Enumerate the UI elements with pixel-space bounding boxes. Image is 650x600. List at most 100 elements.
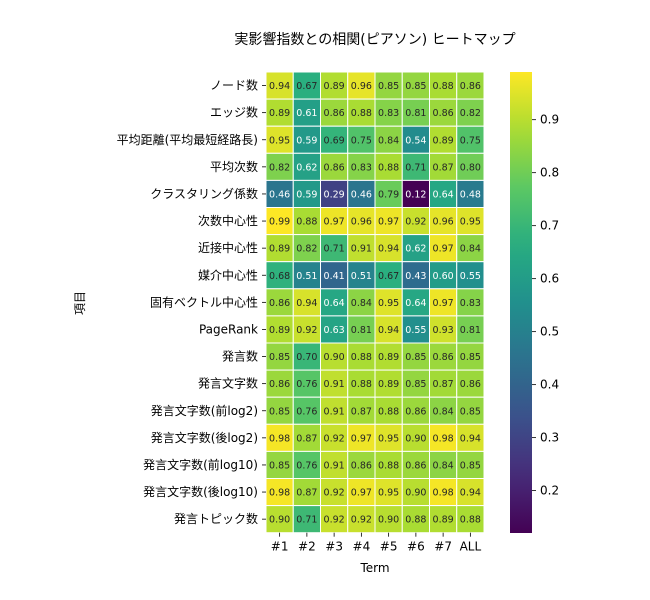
cell-value-label: 0.85: [460, 406, 481, 417]
cell-value-label: 0.99: [269, 217, 290, 228]
heatmap-cell: [347, 288, 376, 317]
heatmap-cell: [429, 396, 458, 425]
heatmap-cell: [292, 342, 321, 371]
heatmap-cell: [320, 234, 349, 263]
cell-value-label: 0.96: [351, 217, 372, 228]
cell-value-label: 0.75: [351, 135, 372, 146]
heatmap-cell: [429, 478, 458, 507]
heatmap-cell: [456, 396, 485, 425]
column-label: #6: [407, 540, 425, 554]
cell-value-label: 0.92: [324, 488, 345, 499]
cell-value-label: 0.90: [324, 352, 345, 363]
heatmap-cell: [401, 71, 430, 100]
cell-value-label: 0.97: [324, 217, 345, 228]
cell-value-label: 0.88: [378, 162, 399, 173]
colorbar-tick-label: 0.4: [540, 378, 559, 392]
cell-value-label: 0.69: [324, 135, 345, 146]
heatmap-cell: [320, 315, 349, 344]
heatmap-cell: [320, 152, 349, 181]
cell-value-label: 0.94: [378, 325, 399, 336]
colorbar-ticks: 0.2 0.3 0.4 0.5 0.6 0.7 0.8 0.9: [532, 113, 559, 498]
heatmap-cell: [456, 71, 485, 100]
cell-value-label: 0.87: [351, 406, 372, 417]
cell-value-label: 0.64: [324, 298, 345, 309]
heatmap-cell: [456, 207, 485, 236]
heatmap-cell: [320, 396, 349, 425]
colorbar-tick-label: 0.5: [540, 325, 559, 339]
cell-value-label: 0.94: [460, 488, 481, 499]
cell-value-label: 0.86: [324, 162, 345, 173]
cell-value-label: 0.83: [351, 162, 372, 173]
row-label: 発言文字数(後log10): [143, 484, 258, 499]
heatmap-cell: [374, 342, 403, 371]
cell-value-label: 0.92: [296, 325, 317, 336]
cell-value-label: 0.96: [433, 217, 454, 228]
cell-value-label: 0.64: [405, 298, 426, 309]
row-label: 平均距離(平均最短経路長): [117, 132, 258, 147]
cell-value-label: 0.88: [460, 515, 481, 526]
cell-value-label: 0.84: [460, 244, 481, 255]
cell-value-label: 0.86: [405, 460, 426, 471]
heatmap-cell: [265, 315, 294, 344]
cell-value-label: 0.85: [460, 460, 481, 471]
cell-value-label: 0.88: [351, 108, 372, 119]
heatmap-cell: [456, 125, 485, 154]
cell-value-label: 0.29: [324, 189, 345, 200]
heatmap-cell: [456, 450, 485, 479]
cell-value-label: 0.90: [269, 515, 290, 526]
cell-value-label: 0.85: [269, 460, 290, 471]
cell-value-label: 0.96: [351, 81, 372, 92]
cell-value-label: 0.88: [405, 515, 426, 526]
cell-value-label: 0.63: [324, 325, 345, 336]
cell-value-label: 0.70: [296, 352, 317, 363]
cell-value-label: 0.76: [296, 460, 317, 471]
cell-value-label: 0.97: [378, 217, 399, 228]
row-label: 平均次数: [210, 159, 258, 174]
cell-value-label: 0.61: [296, 108, 317, 119]
heatmap-cell: [347, 423, 376, 452]
cell-value-label: 0.95: [378, 488, 399, 499]
heatmap-cell: [401, 478, 430, 507]
cell-value-label: 0.87: [296, 433, 317, 444]
heatmap-cell: [347, 505, 376, 534]
row-label: 発言文字数: [198, 376, 258, 391]
cell-value-label: 0.85: [269, 352, 290, 363]
heatmap-cell: [401, 505, 430, 534]
row-label: 発言文字数(前log10): [143, 457, 258, 472]
cell-value-label: 0.85: [460, 352, 481, 363]
cell-value-label: 0.89: [269, 108, 290, 119]
cell-value-label: 0.67: [296, 81, 317, 92]
heatmap-cell: [429, 315, 458, 344]
cell-value-label: 0.82: [460, 108, 481, 119]
heatmap-cell: [292, 396, 321, 425]
cell-value-label: 0.92: [351, 515, 372, 526]
cell-value-label: 0.83: [460, 298, 481, 309]
cell-value-label: 0.89: [433, 515, 454, 526]
cell-value-label: 0.88: [296, 217, 317, 228]
cell-value-label: 0.89: [378, 379, 399, 390]
cell-value-label: 0.98: [433, 488, 454, 499]
heatmap-cell: [456, 369, 485, 398]
y-axis-label: 項目: [73, 291, 87, 315]
colorbar: [510, 72, 532, 533]
cell-value-label: 0.98: [433, 433, 454, 444]
cell-value-label: 0.98: [269, 433, 290, 444]
cell-value-label: 0.86: [405, 406, 426, 417]
heatmap-cell: [401, 125, 430, 154]
column-label: #4: [353, 540, 371, 554]
cell-value-label: 0.92: [405, 217, 426, 228]
cell-value-label: 0.60: [433, 271, 454, 282]
heatmap-cell: [320, 261, 349, 290]
colorbar-tick-label: 0.2: [540, 484, 559, 498]
cell-value-label: 0.84: [351, 298, 372, 309]
heatmap-cell: [429, 152, 458, 181]
cell-value-label: 0.83: [378, 108, 399, 119]
heatmap-cell: [401, 98, 430, 127]
cell-value-label: 0.86: [351, 460, 372, 471]
cell-value-label: 0.98: [269, 488, 290, 499]
heatmap-cell: [374, 315, 403, 344]
row-label: 発言トピック数: [174, 511, 258, 526]
heatmap-cell: [429, 125, 458, 154]
heatmap-cell: [456, 478, 485, 507]
